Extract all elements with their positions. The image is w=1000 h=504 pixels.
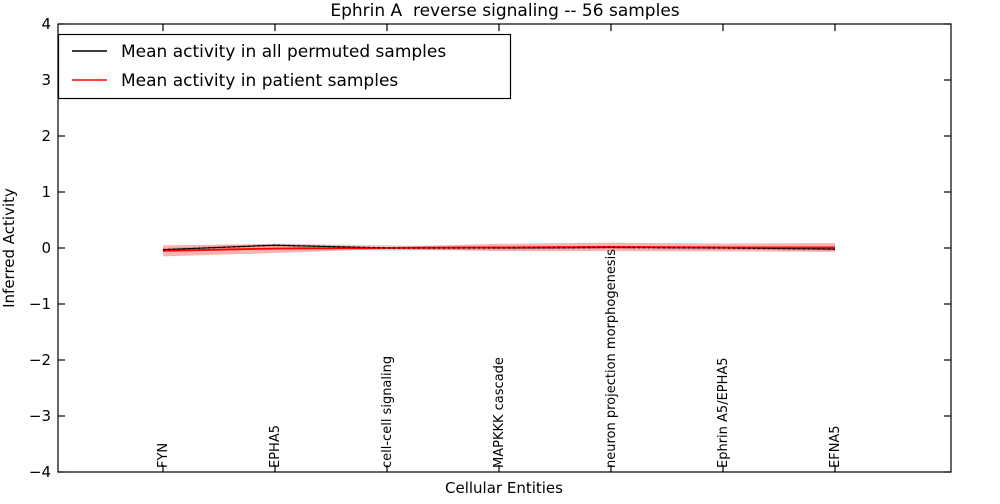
x-tick-label: neuron projection morphogenesis [604,249,619,468]
y-tick-label: −1 [29,295,51,313]
y-tick-label: 2 [41,127,51,145]
x-tick-label: EPHA5 [268,425,283,468]
y-tick-label: −3 [29,407,51,425]
y-tick-label: 0 [41,239,51,257]
y-tick-label: 3 [41,71,51,89]
legend-label-permuted: Mean activity in all permuted samples [121,42,446,62]
x-tick-label: Ephrin A5/EPHA5 [716,357,731,468]
x-tick-label: cell-cell signaling [380,356,395,468]
x-tick-label: EFNA5 [828,425,843,468]
y-tick-label: −4 [29,463,51,481]
plot-area: 4 3 2 1 0 −1 −2 −3 −4 FYN EPHA5 cell-cell signaling… [29,15,952,481]
y-tick-label: −2 [29,351,51,369]
legend-box [57,33,512,100]
y-tick-label: 1 [41,183,51,201]
y-axis-label: Inferred Activity [0,188,18,308]
x-tick-label: FYN [156,443,171,468]
permuted-mean-dotted-overlay [162,244,836,251]
x-tick-label: MAPKKK cascade [492,357,507,468]
y-tick-label: 4 [41,15,51,33]
chart-title: Ephrin A reverse signaling -- 56 samples [330,1,679,21]
x-axis-label: Cellular Entities [445,479,563,497]
legend-label-patient: Mean activity in patient samples [121,71,398,91]
legend: Mean activity in all permuted samples Me… [57,33,512,100]
